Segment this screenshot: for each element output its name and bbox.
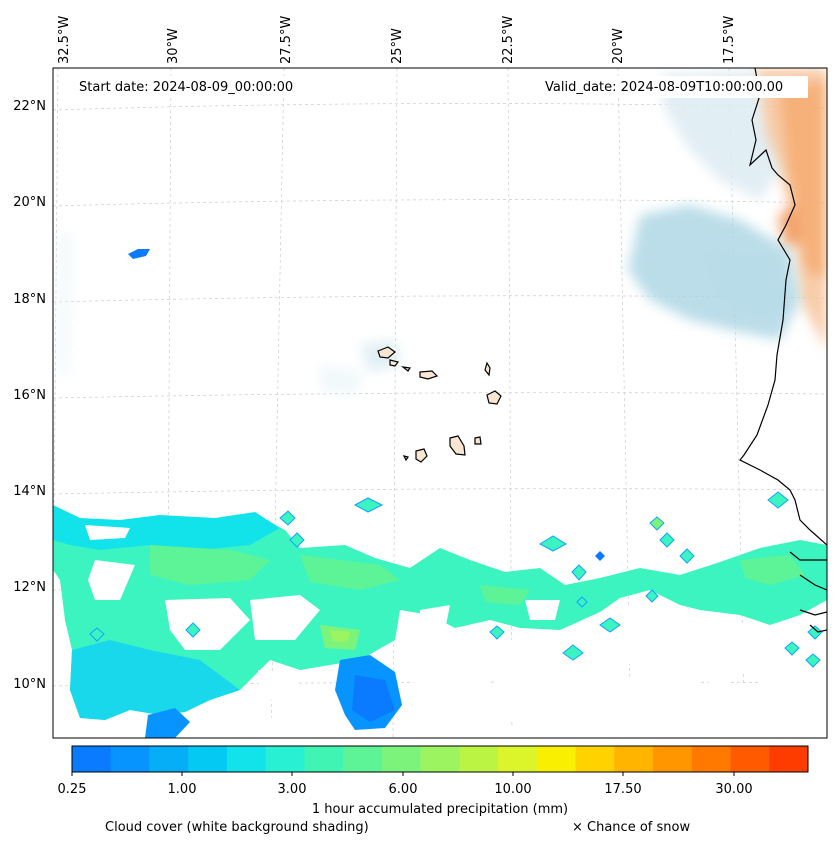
colorbar-segment [149, 746, 189, 772]
lat-label-20n: 20°N [13, 195, 46, 210]
valid-date-box [538, 76, 808, 98]
colorbar-tick-3-00: 3.00 [278, 782, 307, 797]
colorbar-segment [420, 746, 460, 772]
colorbar-segment [769, 746, 809, 772]
lat-label-22n: 22°N [13, 99, 46, 114]
lon-label-20w: 20°W [611, 28, 626, 64]
map-frame [52, 67, 828, 739]
colorbar-segment [72, 746, 112, 772]
land-shading [755, 68, 827, 350]
colorbar-segment [304, 746, 344, 772]
cloud-cover-legend: Cloud cover (white background shading) [105, 820, 369, 835]
colorbar-segment [691, 746, 732, 772]
colorbar-segment [265, 746, 305, 772]
colorbar-segment [110, 746, 150, 772]
colorbar-tick-6-00: 6.00 [389, 782, 418, 797]
colorbar-tick-30-00: 30.00 [715, 782, 752, 797]
start-date-label: Start date: 2024-08-09_00:00:00 [79, 80, 293, 95]
lat-label-10n: 10°N [13, 677, 46, 692]
snow-legend: × Chance of snow [572, 820, 690, 835]
lon-label-25w: 25°W [390, 28, 405, 64]
colorbar-tick-0-25: 0.25 [58, 782, 87, 797]
colorbar-segment [188, 746, 228, 772]
colorbar-tick-10-00: 10.00 [494, 782, 531, 797]
lon-label-30w: 30°W [166, 28, 181, 64]
colorbar-segment [614, 746, 654, 772]
colorbar-segment [498, 746, 538, 772]
colorbar-frame [71, 745, 809, 773]
lat-label-14n: 14°N [13, 484, 46, 499]
precipitation-field [53, 491, 827, 738]
precipitation-colorbar [71, 745, 809, 776]
colorbar-segment [459, 746, 499, 772]
colorbar-segment [381, 746, 422, 772]
precip-cell-north [128, 249, 150, 259]
valid-date-label: Valid_date: 2024-08-09T10:00:00.00 [545, 80, 783, 95]
colorbar-label: 1 hour accumulated precipitation (mm) [312, 802, 568, 817]
colorbar-tick-17-50: 17.50 [604, 782, 641, 797]
lon-label-22-5w: 22.5°W [501, 16, 516, 64]
lat-label-16n: 16°N [13, 388, 46, 403]
cape-verde-islands [377, 346, 502, 463]
latitude-labels: 22°N 20°N 18°N 16°N 14°N 12°N 10°N [13, 99, 46, 692]
start-date-box [72, 76, 312, 98]
colorbar-tick-1-00: 1.00 [168, 782, 197, 797]
lon-label-17-5w: 17.5°W [722, 16, 737, 64]
lon-label-32-5w: 32.5°W [57, 16, 72, 64]
colorbar-segment [536, 746, 577, 772]
lon-label-27-5w: 27.5°W [279, 16, 294, 64]
colorbar-segment [343, 746, 383, 772]
colorbar-segment [575, 746, 615, 772]
colorbar-tick-labels: 0.25 1.00 3.00 6.00 10.00 17.50 30.00 [58, 782, 753, 797]
colorbar-segment [730, 746, 770, 772]
lat-label-18n: 18°N [13, 292, 46, 307]
longitude-labels: 32.5°W 30°W 27.5°W 25°W 22.5°W 20°W 17.5… [57, 16, 737, 64]
lat-label-12n: 12°N [13, 580, 46, 595]
colorbar-segment [226, 746, 267, 772]
africa-coastline [739, 68, 827, 633]
colorbar-segment [653, 746, 693, 772]
